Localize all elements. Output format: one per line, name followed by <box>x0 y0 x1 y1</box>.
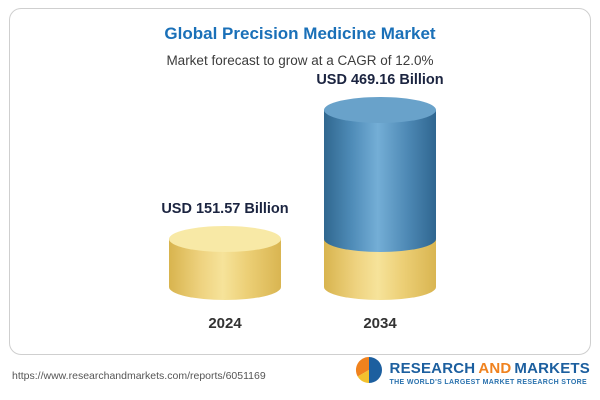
researchandmarkets-logo-icon <box>354 355 384 390</box>
bar-2024-cylinder-top <box>169 225 281 252</box>
logo-word-and: AND <box>478 359 512 377</box>
logo-word-research: RESEARCH <box>389 359 476 377</box>
bar-2024-value-label: USD 151.57 Billion <box>161 200 289 217</box>
x-axis-label-2034: 2034 <box>363 315 397 332</box>
bar-2024-cylinder <box>169 225 281 300</box>
logo-tagline: THE WORLD'S LARGEST MARKET RESEARCH STOR… <box>389 378 588 386</box>
bar-2034-blue-segment <box>324 110 436 252</box>
bar-2034-cylinder-top <box>324 97 436 123</box>
chart-card: Global Precision Medicine Market Market … <box>9 8 591 355</box>
x-axis-label-2024: 2024 <box>208 315 242 332</box>
logo-text-block: RESEARCH AND MARKETS THE WORLD'S LARGEST M… <box>390 360 590 386</box>
logo-word-markets: MARKETS <box>514 359 590 377</box>
bar-2034-cylinder <box>324 97 436 300</box>
bar-2034-value-label: USD 469.16 Billion <box>316 72 444 88</box>
bar-2024: USD 151.57 Billion <box>145 201 305 300</box>
bar-2034: USD 469.16 Billion <box>300 72 460 300</box>
chart-subtitle: Market forecast to grow at a CAGR of 12.… <box>166 53 434 68</box>
logo-wordmark: RESEARCH AND MARKETS <box>390 360 590 377</box>
report-url-link[interactable]: https://www.researchandmarkets.com/repor… <box>12 370 266 382</box>
researchandmarkets-logo[interactable]: RESEARCH AND MARKETS THE WORLD'S LARGEST M… <box>354 355 590 390</box>
chart-title: Global Precision Medicine Market <box>164 24 436 43</box>
